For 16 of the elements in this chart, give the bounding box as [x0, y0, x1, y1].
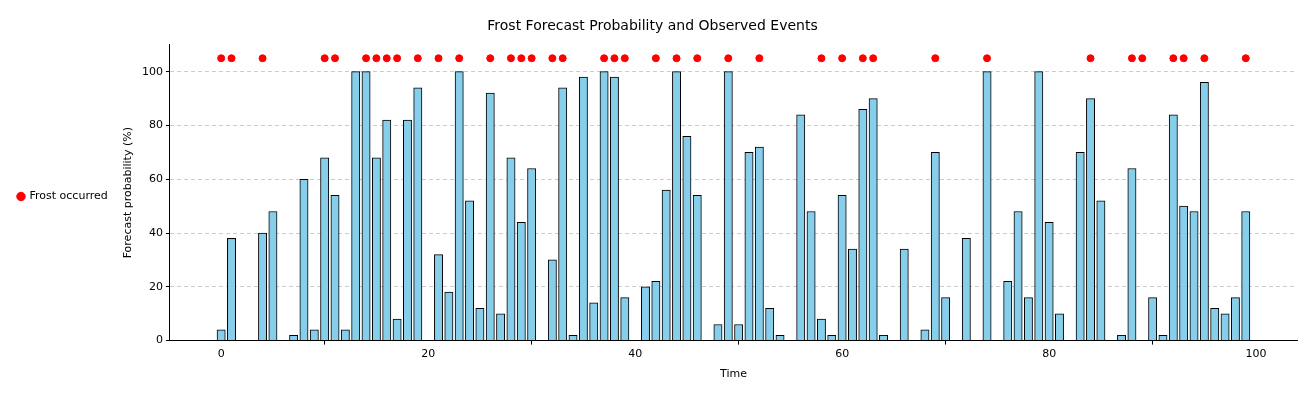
x-tick-label: 40 [628, 347, 643, 361]
x-tick-label: 100 [1245, 347, 1267, 361]
x-axis-title: Time [719, 367, 748, 381]
y-tick-label: 20 [148, 279, 163, 293]
y-tick-label: 100 [141, 64, 163, 78]
x-tick-label: 0 [217, 347, 225, 361]
x-tick-label: 60 [835, 347, 850, 361]
y-tick-label: 0 [155, 333, 163, 347]
x-tick-label: 80 [1042, 347, 1057, 361]
legend-label: Frost occurred [29, 189, 108, 203]
x-tick-label: 20 [421, 347, 436, 361]
y-tick-label: 60 [148, 172, 163, 186]
y-tick-label: 80 [148, 118, 163, 132]
chart-title: Frost Forecast Probability and Observed Events [487, 17, 818, 34]
y-axis-title: Forecast probability (%) [121, 127, 135, 259]
y-tick-label: 40 [148, 225, 163, 239]
